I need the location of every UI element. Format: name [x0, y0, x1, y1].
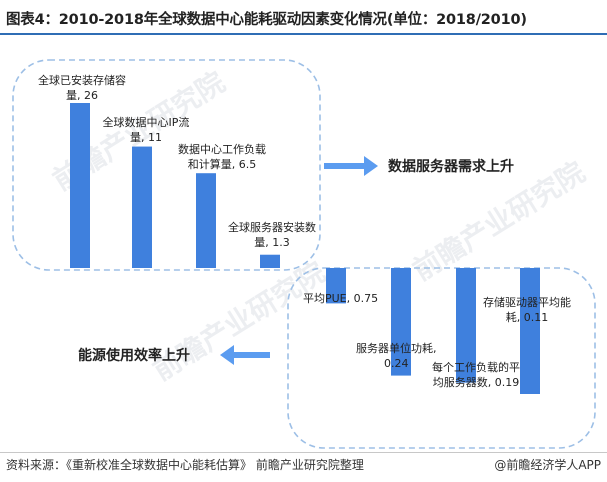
data-label-5: 服务器单位功耗,: [356, 341, 437, 355]
data-label-0: 量, 26: [66, 89, 98, 102]
arrow-left-icon: [220, 345, 234, 365]
data-label-2: 数据中心工作负载: [178, 142, 266, 156]
chart-title: 图表4：2010-2018年全球数据中心能耗驱动因素变化情况(单位：2018/2…: [6, 12, 527, 28]
bar-6: [456, 268, 476, 383]
footer-divider: [0, 452, 607, 453]
data-label-4: 平均PUE, 0.75: [303, 292, 378, 305]
bar-4: [326, 268, 346, 304]
data-label-2: 和计算量, 6.5: [188, 157, 257, 171]
bar-0: [70, 103, 90, 268]
data-label-3: 量, 1.3: [254, 236, 290, 249]
data-label-0: 全球已安装存储容: [38, 73, 126, 87]
data-label-1: 量, 11: [130, 131, 162, 144]
arrow-shaft: [232, 352, 270, 358]
title-divider: [0, 33, 607, 35]
bar-1: [132, 146, 152, 268]
data-label-5: 0.24: [384, 357, 409, 370]
bar-7: [520, 268, 540, 394]
decrease-frame: [287, 267, 596, 449]
data-label-7: 耗, 0.11: [506, 311, 549, 324]
data-label-7: 存储驱动器平均能: [483, 295, 571, 309]
arrow-right-icon: [364, 156, 378, 176]
bar-3: [260, 254, 280, 268]
arrow-shaft: [324, 163, 366, 169]
data-label-3: 全球服务器安装数: [228, 220, 316, 234]
increase-frame: [12, 59, 321, 271]
source-note: 资料来源：《重新校准全球数据中心能耗估算》 前瞻产业研究院整理: [6, 458, 364, 472]
lower-arrow-label: 能源使用效率上升: [78, 347, 190, 364]
upper-arrow-label: 数据服务器需求上升: [388, 158, 514, 175]
bar-2: [196, 173, 216, 268]
data-label-6: 每个工作负载的平: [432, 360, 520, 374]
credit-note: @前瞻经济学人APP: [494, 458, 601, 472]
data-label-6: 均服务器数, 0.19: [433, 376, 520, 389]
bar-5: [391, 268, 411, 376]
data-label-1: 全球数据中心IP流: [103, 115, 190, 129]
